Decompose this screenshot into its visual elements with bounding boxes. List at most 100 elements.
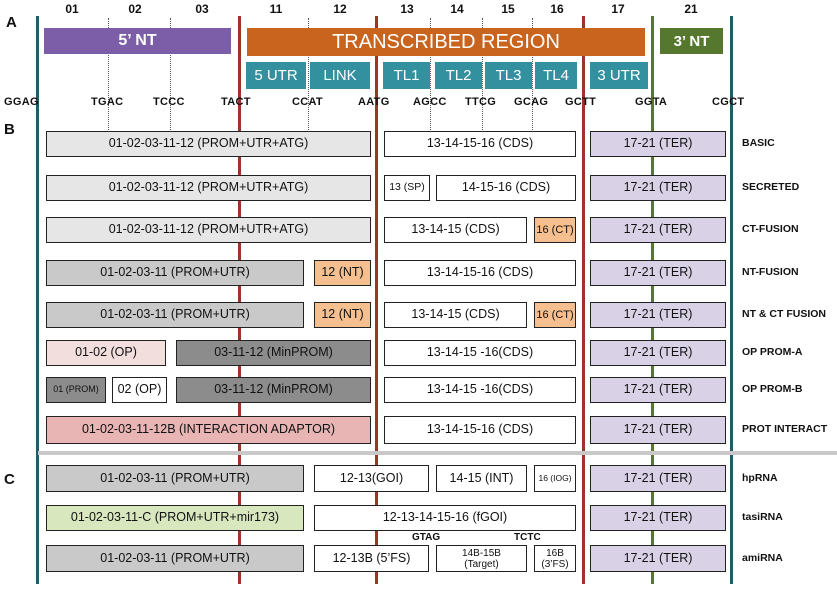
tab-5-utr: 5 UTR [246,62,306,89]
position-number: 17 [611,2,625,16]
overhang-label: GGTA [635,96,668,108]
part-box-prom-utr-mir173: 01-02-03-11-C (PROM+UTR+mir173) [46,505,304,531]
row-label-nt-ct-fusion: NT & CT FUSION [742,308,826,320]
row-label-op-prom-b: OP PROM-B [742,383,803,395]
part-box-prom-utr-atg: 01-02-03-11-12 (PROM+UTR+ATG) [46,131,371,157]
position-number: 21 [684,2,698,16]
part-box-prom-utr-atg: 01-02-03-11-12 (PROM+UTR+ATG) [46,217,371,243]
row-label-secreted: SECRETED [742,181,800,193]
tab-3-utr: 3 UTR [590,62,648,89]
part-box-cds: 13-14-15-16 (CDS) [384,131,576,157]
part-box-prom-utr: 01-02-03-11 (PROM+UTR) [46,545,304,572]
part-box-interaction-adaptor: 01-02-03-11-12B (INTERACTION ADAPTOR) [46,416,371,444]
tab-tl1: TL1 [383,62,430,89]
row-label-ct-fusion: CT-FUSION [742,223,799,235]
target-line-1: 14B-15B [462,547,501,559]
part-box-cds: 13-14-15 -16(CDS) [384,377,576,403]
part-box-min-prom: 03-11-12 (MinPROM) [176,340,371,366]
part-box-min-prom: 03-11-12 (MinPROM) [176,377,371,403]
part-box-ter: 17-21 (TER) [590,131,726,157]
row-label-hprna: hpRNA [742,472,778,484]
overhang-label: TTCG [465,96,497,108]
part-box-prom-utr-atg: 01-02-03-11-12 (PROM+UTR+ATG) [46,175,371,201]
part-box-3fs: 16B (3’FS) [534,545,576,572]
tab-tl2: TL2 [435,62,482,89]
part-box-ter: 17-21 (TER) [590,377,726,403]
part-box-ter: 17-21 (TER) [590,217,726,243]
part-box-goi: 12-13(GOI) [314,465,429,492]
position-number: 14 [450,2,464,16]
overhang-label: TACT [221,96,251,108]
boundary-line-gctt [582,16,585,584]
overhang-label: AATG [358,96,390,108]
section-label-c: C [4,471,15,488]
part-box-ter: 17-21 (TER) [590,416,726,444]
part-box-ter: 17-21 (TER) [590,505,726,531]
dotted-separator [170,18,171,138]
position-number: 16 [550,2,564,16]
position-number: 01 [65,2,79,16]
part-box-cds: 13-14-15 (CDS) [384,302,527,328]
overhang-label: AGCC [413,96,447,108]
part-box-nt-tag: 12 (NT) [314,260,371,286]
overhang-label: GCTT [565,96,597,108]
tab-link: LINK [310,62,370,89]
part-box-operator: 02 (OP) [112,377,167,403]
position-number: 11 [269,2,283,16]
overhang-label: GGAG [4,96,39,108]
boundary-line-aatg [375,16,378,584]
part-box-ter: 17-21 (TER) [590,465,726,492]
boundary-line-tact [238,16,241,584]
five-prime-nt-bar: 5’ NT [44,28,231,54]
dotted-separator [308,18,309,138]
part-box-target: 14B-15B (Target) [436,545,527,572]
part-box-cds: 14-15-16 (CDS) [436,175,576,201]
part-box-operator: 01-02 (OP) [46,340,166,366]
part-box-cds: 13-14-15-16 (CDS) [384,416,576,444]
part-box-ter: 17-21 (TER) [590,302,726,328]
part-box-prom-utr: 01-02-03-11 (PROM+UTR) [46,465,304,492]
part-box-ter: 17-21 (TER) [590,340,726,366]
part-box-nt-tag: 12 (NT) [314,302,371,328]
part-box-prom-utr: 01-02-03-11 (PROM+UTR) [46,260,304,286]
dotted-separator [430,18,431,138]
row-label-basic: BASIC [742,137,775,149]
boundary-line-left [36,16,39,584]
dotted-separator [108,18,109,138]
fs-line-2: (3’FS) [541,558,569,570]
part-box-signal-peptide: 13 (SP) [384,175,430,201]
section-divider [38,451,837,455]
row-label-tasirna: tasiRNA [742,511,783,523]
part-box-ct-tag: 16 (CT) [534,302,576,328]
row-label-op-prom-a: OP PROM-A [742,346,803,358]
dotted-separator [532,18,533,138]
overhang-label: CCAT [292,96,323,108]
part-box-prom: 01 (PROM) [46,377,106,403]
part-box-fgoi: 12-13-14-15-16 (fGOI) [314,505,576,531]
target-line-2: (Target) [464,558,499,570]
three-prime-nt-bar: 3’ NT [660,28,723,54]
tab-tl3: TL3 [485,62,532,89]
row-label-nt-fusion: NT-FUSION [742,266,799,278]
part-box-ter: 17-21 (TER) [590,175,726,201]
part-box-5fs: 12-13B (5’FS) [314,545,429,572]
overhang-label: TGAC [91,96,124,108]
position-number: 12 [333,2,347,16]
row-label-prot-interact: PROT INTERACT [742,423,828,435]
overhang-note-gtag: GTAG [412,532,441,543]
part-box-ter: 17-21 (TER) [590,545,726,572]
overhang-label: GCAG [514,96,549,108]
tab-tl4: TL4 [535,62,577,89]
position-number: 15 [501,2,515,16]
overhang-label: TCCC [153,96,185,108]
transcribed-region-bar: TRANSCRIBED REGION [247,28,645,56]
part-box-intron: 14-15 (INT) [436,465,527,492]
position-number: 02 [128,2,142,16]
position-number: 13 [400,2,414,16]
section-label-b: B [4,121,15,138]
overhang-note-tctc: TCTC [514,532,541,543]
boundary-line-ggta [651,16,654,584]
part-box-ct-tag: 16 (CT) [534,217,576,243]
row-label-amirna: amiRNA [742,552,783,564]
